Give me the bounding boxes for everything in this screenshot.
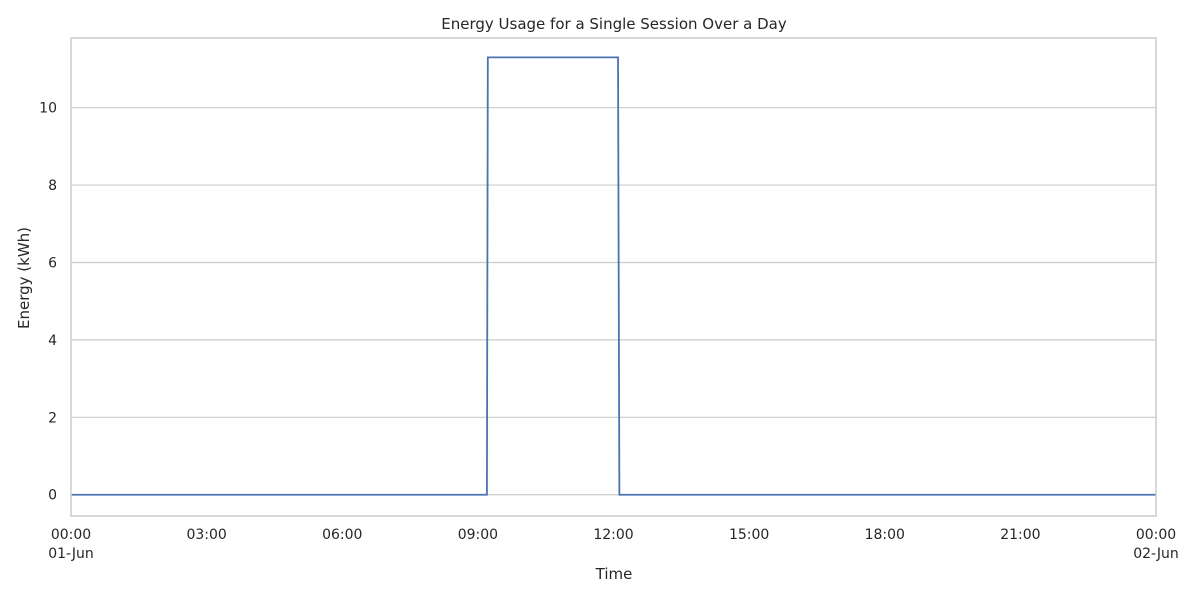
x-tick-label: 06:00 [322,527,362,543]
series-layer [70,56,1157,496]
y-tick-label: 6 [48,255,57,271]
y-axis-ticks: 0 2 4 6 8 10 [39,101,57,504]
y-tick-label: 4 [48,333,57,349]
x-tick-label: 09:00 [458,527,498,543]
grid-layer [71,107,1156,496]
y-tick-label: 0 [48,488,57,504]
x-tick-label: 15:00 [729,527,769,543]
x-tick-label: 21:00 [1000,527,1040,543]
y-tick-label: 10 [39,101,57,117]
plot-frame [70,37,1157,517]
y-tick-label: 8 [48,178,57,194]
x-tick-label: 18:00 [865,527,905,543]
x-axis-ticks: 00:00 01-Jun 03:00 06:00 09:00 12:00 15:00 18:0… [48,527,1179,562]
chart-title: Energy Usage for a Single Session Over a… [441,15,787,33]
x-axis-label: Time [595,565,633,583]
x-tick-sublabel: 02-Jun [1133,546,1179,562]
x-tick-sublabel: 01-Jun [48,546,94,562]
y-tick-label: 2 [48,410,57,426]
x-tick-label: 00:00 [1136,527,1176,543]
y-axis-label: Energy (kWh) [15,227,33,329]
energy-series-line [71,56,1156,496]
x-tick-label: 00:00 [51,527,91,543]
x-tick-label: 03:00 [186,527,226,543]
x-tick-label: 12:00 [593,527,633,543]
